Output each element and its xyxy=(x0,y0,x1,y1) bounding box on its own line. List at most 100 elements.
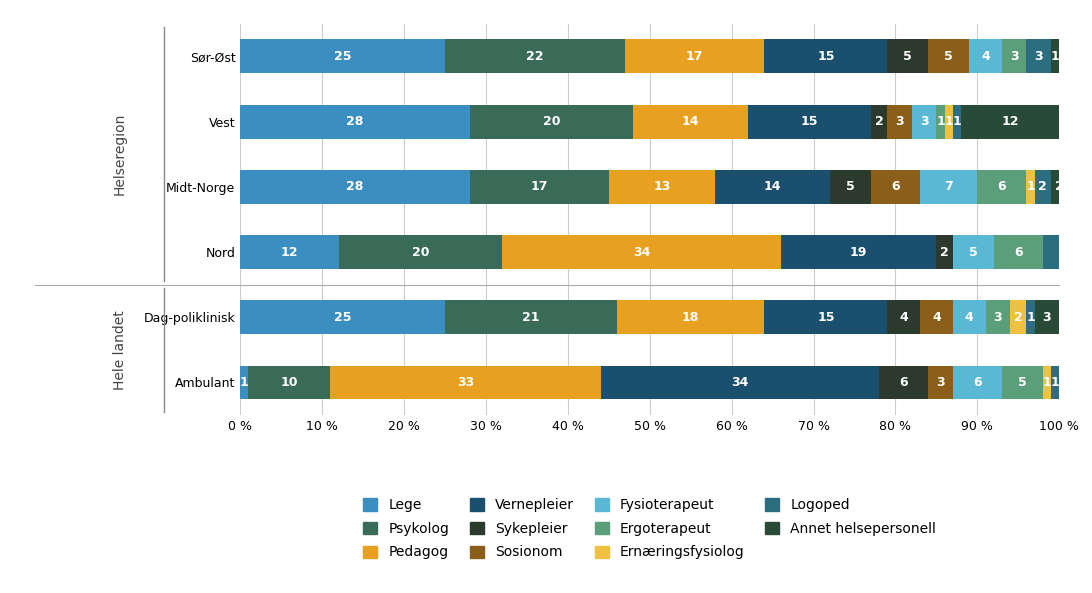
Bar xyxy=(952,300,985,334)
Bar xyxy=(240,235,339,269)
Bar xyxy=(470,170,609,204)
Text: 12: 12 xyxy=(281,246,298,259)
Bar xyxy=(1002,365,1043,400)
Text: 20: 20 xyxy=(543,115,560,128)
Bar xyxy=(764,300,887,334)
Bar xyxy=(830,170,871,204)
Text: 1: 1 xyxy=(1043,376,1052,389)
Bar xyxy=(1051,170,1068,204)
Bar xyxy=(919,170,977,204)
Text: 18: 18 xyxy=(682,311,699,324)
Bar xyxy=(339,235,502,269)
Text: 1: 1 xyxy=(1051,50,1059,63)
Bar xyxy=(912,104,937,139)
Text: 4: 4 xyxy=(981,50,990,63)
Bar xyxy=(928,365,952,400)
Bar xyxy=(1026,170,1035,204)
Bar xyxy=(952,235,994,269)
Text: 6: 6 xyxy=(998,180,1006,193)
Text: 28: 28 xyxy=(346,180,364,193)
Bar xyxy=(1035,170,1052,204)
Text: 20: 20 xyxy=(412,246,429,259)
Bar xyxy=(240,104,470,139)
Text: 5: 5 xyxy=(1018,376,1026,389)
Bar xyxy=(1051,365,1059,400)
Text: 3: 3 xyxy=(994,311,1002,324)
Bar xyxy=(985,300,1010,334)
Bar xyxy=(330,365,601,400)
Bar xyxy=(625,39,764,74)
Text: 1: 1 xyxy=(1026,180,1035,193)
Text: 17: 17 xyxy=(686,50,703,63)
Text: 21: 21 xyxy=(522,311,539,324)
Bar xyxy=(764,39,887,74)
Text: 6: 6 xyxy=(973,376,982,389)
Bar xyxy=(1010,300,1026,334)
Bar xyxy=(887,104,912,139)
Bar xyxy=(871,170,919,204)
Bar xyxy=(1026,39,1051,74)
Bar xyxy=(1035,300,1059,334)
Text: 1: 1 xyxy=(945,115,953,128)
Bar xyxy=(952,104,961,139)
Bar xyxy=(1043,235,1092,269)
Text: 13: 13 xyxy=(653,180,670,193)
Bar xyxy=(240,39,446,74)
Text: 4: 4 xyxy=(899,311,909,324)
Bar xyxy=(937,104,945,139)
Bar xyxy=(781,235,937,269)
Text: 2: 2 xyxy=(1055,180,1064,193)
Bar xyxy=(240,170,470,204)
Bar xyxy=(617,300,764,334)
Text: 33: 33 xyxy=(456,376,474,389)
Text: 1: 1 xyxy=(936,115,945,128)
Bar xyxy=(928,39,970,74)
Text: 15: 15 xyxy=(817,50,834,63)
Bar xyxy=(994,235,1043,269)
Bar xyxy=(633,104,748,139)
Text: 4: 4 xyxy=(931,311,941,324)
Bar xyxy=(240,365,249,400)
Bar xyxy=(937,235,952,269)
Text: 14: 14 xyxy=(681,115,700,128)
Text: 3: 3 xyxy=(919,115,928,128)
Bar xyxy=(249,365,330,400)
Bar xyxy=(446,300,617,334)
Text: 3: 3 xyxy=(895,115,904,128)
Text: 2: 2 xyxy=(1013,311,1023,324)
Text: 6: 6 xyxy=(891,180,900,193)
Bar xyxy=(502,235,781,269)
Text: 4: 4 xyxy=(964,311,974,324)
Bar xyxy=(446,39,625,74)
Text: 34: 34 xyxy=(633,246,650,259)
Text: 12: 12 xyxy=(1001,115,1019,128)
Text: 1: 1 xyxy=(952,115,961,128)
Text: 5: 5 xyxy=(846,180,855,193)
Text: 25: 25 xyxy=(334,50,352,63)
Bar xyxy=(887,300,919,334)
Bar xyxy=(871,104,887,139)
Text: 3: 3 xyxy=(1034,50,1043,63)
Text: 1: 1 xyxy=(240,376,249,389)
Text: 19: 19 xyxy=(850,246,867,259)
Text: 15: 15 xyxy=(817,311,834,324)
Text: 3: 3 xyxy=(936,376,945,389)
Text: 6: 6 xyxy=(900,376,907,389)
Text: 10: 10 xyxy=(281,376,298,389)
Bar xyxy=(977,170,1026,204)
Text: 34: 34 xyxy=(732,376,748,389)
Text: 5: 5 xyxy=(969,246,977,259)
Text: 15: 15 xyxy=(800,115,818,128)
Text: 3: 3 xyxy=(1043,311,1052,324)
Text: 2: 2 xyxy=(940,246,949,259)
Bar xyxy=(609,170,715,204)
Text: 5: 5 xyxy=(945,50,953,63)
Bar xyxy=(601,365,879,400)
Text: Helseregion: Helseregion xyxy=(114,113,127,195)
Bar xyxy=(970,39,1002,74)
Text: 7: 7 xyxy=(945,180,953,193)
Text: 14: 14 xyxy=(763,180,782,193)
Text: 2: 2 xyxy=(875,115,883,128)
Bar xyxy=(945,104,952,139)
Bar xyxy=(1043,365,1052,400)
